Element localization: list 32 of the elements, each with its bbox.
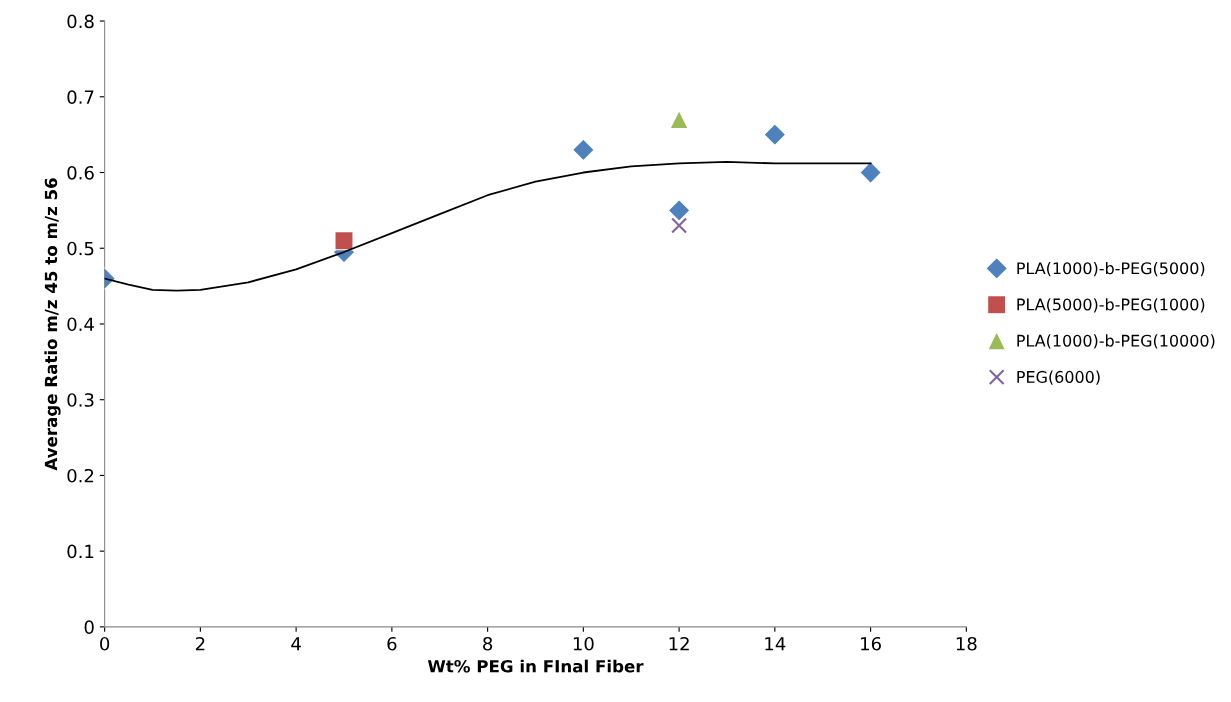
- x-tick-label: 10: [573, 636, 594, 651]
- point: [671, 217, 688, 234]
- x-tick-label: 16: [861, 636, 881, 651]
- x-axis-title: Wt% PEG in FInal Fiber: [427, 659, 644, 673]
- y-axis-title: Average Ratio m/z 45 to m/z 56: [44, 178, 61, 471]
- y-tick-label: 0.7: [67, 90, 94, 104]
- legend-label: PEG(6000): [1017, 370, 1100, 385]
- y-tick-label: 0.4: [67, 317, 94, 332]
- x-tick-label: 0: [100, 636, 110, 651]
- x-tick-label: 18: [956, 636, 977, 651]
- y-tick-label: 0.5: [67, 241, 94, 256]
- y-tick-label: 0.6: [67, 165, 94, 180]
- x-tick-label: 6: [387, 636, 397, 651]
- y-tick-label: 0.8: [67, 14, 94, 29]
- y-tick-label: 0: [84, 620, 94, 634]
- y-tick-label: 0.1: [67, 544, 94, 559]
- x-tick-label: 14: [765, 637, 786, 651]
- legend-label: PLA(1000)-b-PEG(5000): [1017, 261, 1205, 277]
- point: [763, 123, 787, 147]
- point: [859, 161, 882, 184]
- legend-label: PLA(1000)-b-PEG(10000): [1017, 334, 1215, 349]
- x-tick-label: 4: [291, 637, 301, 651]
- x-tick-label: 12: [669, 636, 689, 651]
- x-tick-label: 8: [483, 636, 493, 651]
- point: [669, 109, 689, 130]
- y-tick-label: 0.2: [67, 468, 94, 483]
- point: [667, 199, 691, 222]
- y-tick-label: 0.3: [67, 393, 94, 407]
- point: [571, 138, 595, 162]
- legend-label: PLA(5000)-b-PEG(1000): [1017, 298, 1205, 313]
- point: [334, 231, 354, 251]
- x-tick-label: 2: [195, 636, 205, 651]
